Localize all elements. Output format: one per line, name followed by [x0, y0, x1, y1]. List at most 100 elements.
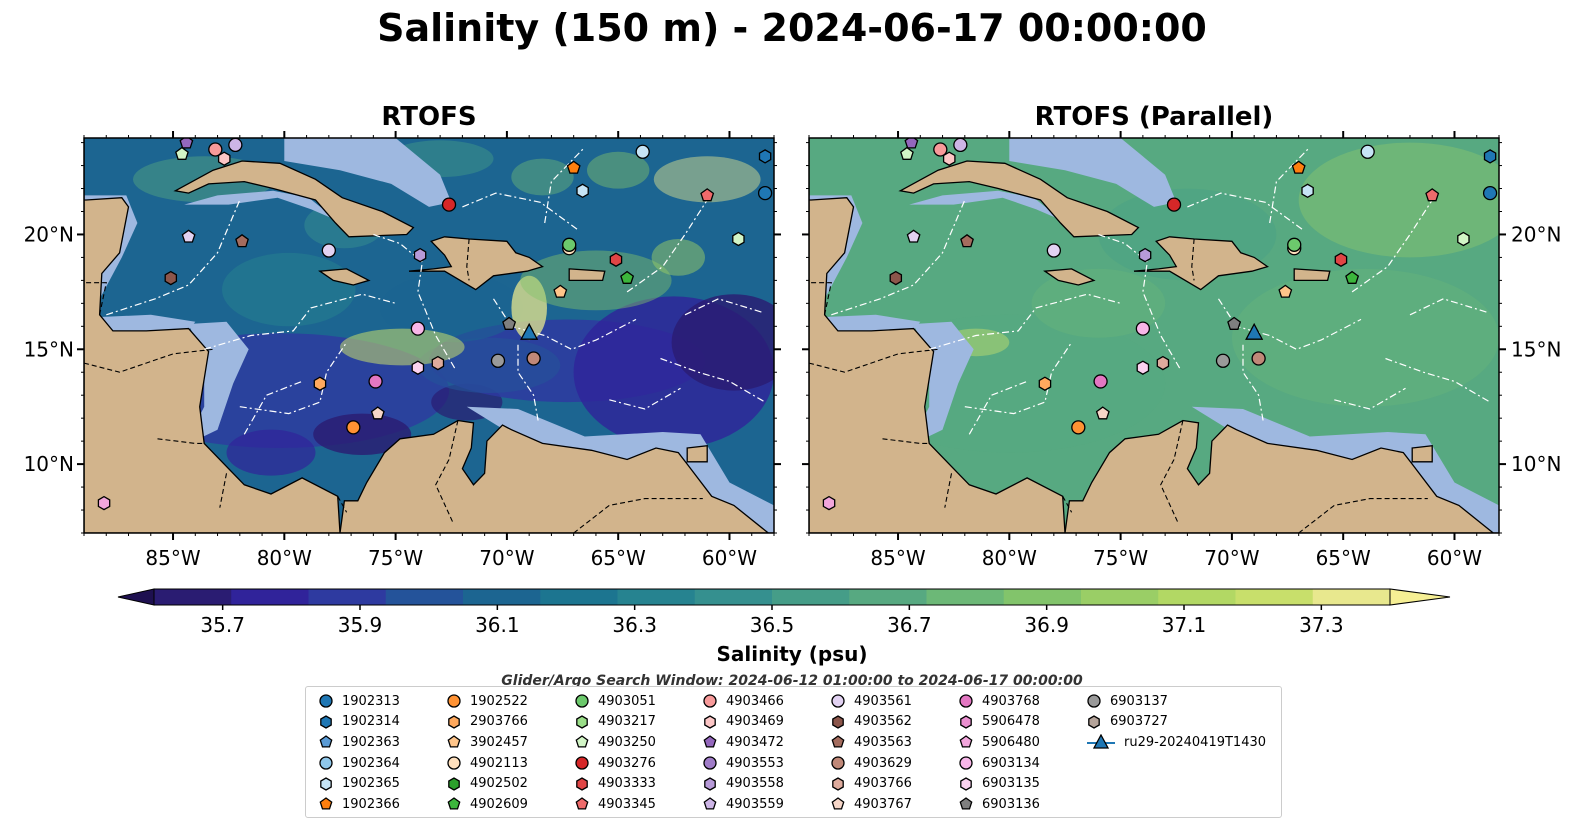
eez-boundary	[462, 192, 579, 231]
colorbar-label: Salinity (psu)	[716, 642, 868, 666]
legend-entry-label: 4903562	[854, 714, 912, 730]
float-circle-icon	[959, 694, 973, 708]
float-marker	[175, 146, 189, 160]
colorbar-tick-label: 37.1	[1162, 613, 1207, 637]
float-pentagon-icon	[319, 797, 333, 810]
eez-boundary	[373, 233, 457, 371]
float-hexagon-icon	[704, 776, 716, 791]
legend-entry-label: 6903137	[1110, 693, 1168, 709]
lat-tick-label: 15°N	[1511, 337, 1561, 361]
land-mass	[408, 236, 544, 291]
float-circle-icon	[575, 756, 589, 770]
legend-entry: 4903472	[702, 732, 784, 753]
eez-boundary	[1098, 233, 1182, 371]
salinity-patch	[1031, 268, 1166, 338]
colorbar: 35.7 35.9 36.1 36.3 36.5 36.7 36.9 37.1 37.3	[117, 588, 1451, 637]
shelf-area	[184, 190, 338, 221]
float-marker	[900, 146, 914, 160]
country-border	[944, 473, 953, 508]
lon-tick-label: 85°W	[870, 546, 925, 570]
land-mass	[686, 444, 708, 463]
float-hexagon-icon	[960, 776, 972, 791]
legend-entry-label: 4903563	[854, 734, 912, 750]
lon-tick-label: 80°W	[257, 546, 312, 570]
legend-entry: 4902502	[446, 773, 528, 794]
lon-tick-label: 70°W	[479, 546, 534, 570]
float-circle-icon	[703, 694, 717, 708]
eez-boundary	[1187, 192, 1304, 231]
float-circle-icon	[1087, 694, 1101, 708]
lon-tick-label: 85°W	[145, 546, 200, 570]
float-circle-icon	[447, 756, 461, 770]
float-pentagon-icon	[703, 735, 717, 749]
colorbar-tick-label: 35.7	[200, 613, 245, 637]
legend-entry-label: 4903767	[854, 796, 912, 812]
float-marker	[906, 229, 921, 243]
float-marker	[410, 321, 426, 336]
land-mass	[1064, 419, 1499, 533]
float-marker	[208, 142, 223, 157]
float-marker	[1482, 185, 1498, 201]
legend-entry: 3902457	[446, 732, 528, 753]
legend-entry-label: 2903766	[470, 714, 528, 730]
legend-entry-label: 5906480	[982, 734, 1040, 750]
search-window-text: Glider/Argo Search Window: 2024-06-12 01…	[501, 673, 1083, 689]
legend-entry-label: 6903134	[982, 755, 1040, 771]
salinity-patch	[226, 429, 316, 476]
float-marker	[700, 188, 715, 202]
float-marker	[441, 197, 457, 212]
salinity-patch	[587, 151, 650, 189]
legend-entry: 4903051	[574, 691, 656, 712]
colorbar-segment	[1312, 589, 1391, 605]
float-marker	[562, 237, 577, 252]
colorbar-tick-label: 36.3	[612, 613, 657, 637]
lon-tick-label: 75°W	[1093, 546, 1148, 570]
legend-entry: 4903250	[574, 732, 656, 753]
colorbar-segment	[617, 589, 696, 605]
legend-entry: 6903135	[958, 773, 1040, 794]
legend-entry: 6903727	[1086, 712, 1266, 733]
country-border	[466, 238, 470, 281]
float-marker	[1215, 353, 1231, 368]
glider-marker	[520, 322, 539, 340]
colorbar-segment	[694, 589, 773, 605]
lon-tick-label: 80°W	[982, 546, 1037, 570]
country-border	[435, 420, 459, 525]
legend-entry: 4903768	[958, 691, 1040, 712]
float-hexagon-icon	[448, 776, 460, 791]
lat-tick-label: 20°N	[24, 222, 74, 246]
float-marker	[1046, 243, 1061, 258]
float-marker	[933, 142, 948, 157]
country-border	[1160, 420, 1184, 525]
land-mass	[809, 138, 1066, 533]
legend-entry: 1902522	[446, 691, 528, 712]
legend-entry-label: 4903768	[982, 693, 1040, 709]
shelf-area	[1191, 406, 1499, 533]
float-marker	[1138, 247, 1152, 263]
legend-column: 4903768 5906478 5906480 6903134 6903135 69031…	[958, 691, 1040, 815]
float-hexagon-icon	[832, 776, 844, 791]
legend-entry: 4903559	[702, 794, 784, 815]
eez-boundary	[239, 342, 348, 415]
float-marker	[635, 144, 650, 159]
eez-boundary	[1269, 146, 1311, 224]
salinity-patch	[313, 413, 412, 455]
legend-entry: 1902365	[318, 773, 400, 794]
eez-boundary	[609, 387, 681, 410]
glider-marker	[1245, 322, 1264, 340]
legend-column: 4903051 4903217 4903250 4903276 4903333 49033…	[574, 691, 656, 815]
float-marker	[490, 353, 506, 368]
legend-entry: 2903766	[446, 712, 528, 733]
legend-entry: 5906480	[958, 732, 1040, 753]
country-border	[84, 348, 214, 373]
land-mass	[898, 160, 1140, 238]
legend-entry: 1902366	[318, 794, 400, 815]
float-hexagon-icon	[576, 715, 588, 729]
float-marker	[179, 138, 194, 149]
colorbar-extend-low	[117, 588, 155, 606]
float-marker	[953, 138, 968, 153]
legend-entry: 4903345	[574, 794, 656, 815]
colorbar-segment	[154, 589, 232, 605]
legend-entry-label: 1902366	[342, 796, 400, 812]
float-pentagon-icon	[447, 735, 461, 749]
